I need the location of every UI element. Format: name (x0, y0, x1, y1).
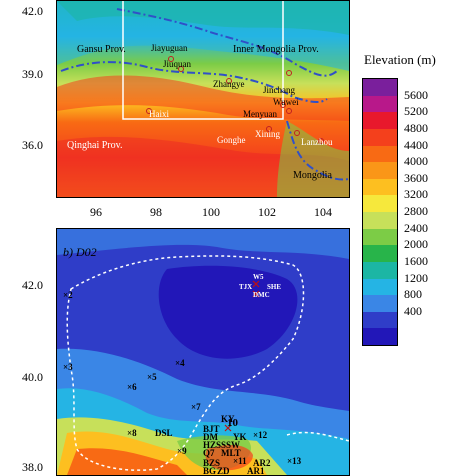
colorbar-tick-label: 1200 (404, 270, 428, 285)
station-bzs: BZS (203, 458, 221, 468)
colorbar-tick-label: 3200 (404, 187, 428, 202)
station-ar2: AR2 (253, 458, 271, 468)
colorbar-segment (363, 311, 397, 329)
elevation-map-a (57, 1, 349, 197)
b-ytick-42: 42.0 (22, 278, 43, 292)
station-w5: W5 (253, 273, 264, 281)
elevation-map-b (57, 229, 349, 475)
colorbar-tick-label: 800 (404, 287, 422, 302)
colorbar-segment (363, 79, 397, 96)
xining-label: Xining (255, 129, 281, 139)
a-xtick-104: 104 (314, 205, 332, 219)
colorbar-tick-label: 4400 (404, 137, 428, 152)
station-3: ×3 (63, 362, 73, 372)
jiayuguan-label: Jiayuguan (151, 43, 188, 53)
lanzhou-label: Lanzhou (301, 137, 333, 147)
station-tjx: TJX (239, 283, 253, 291)
a-ytick-36: 36.0 (22, 138, 43, 152)
a-ytick-39: 39.0 (22, 67, 43, 81)
panel-b-title: b) D02 (63, 245, 97, 259)
a-xtick-100: 100 (202, 205, 220, 219)
station-dmc: DMC (253, 291, 270, 299)
colorbar-segment (363, 95, 397, 113)
colorbar-segment (363, 145, 397, 163)
station-ky: KY (221, 414, 235, 424)
wuwei-label: Wuwei (273, 97, 299, 107)
colorbar-segment (363, 178, 397, 196)
colorbar-tick-label: 2000 (404, 237, 428, 252)
colorbar-tick-label: 4000 (404, 154, 428, 169)
station-dm: DM (203, 432, 218, 442)
station-7: ×7 (191, 402, 201, 412)
colorbar-segment (363, 245, 397, 262)
colorbar-tick-label: 4800 (404, 120, 428, 135)
b-ytick-38: 38.0 (22, 460, 43, 474)
station-10: 10 (227, 417, 238, 429)
station-8: ×8 (127, 428, 137, 438)
colorbar-tick-label: 5600 (404, 87, 428, 102)
colorbar-segment (363, 162, 397, 179)
a-ytick-42: 42.0 (22, 4, 43, 18)
colorbar-tick-label: 1600 (404, 253, 428, 268)
station-4: ×4 (175, 358, 185, 368)
station-bg: BG (203, 466, 217, 476)
colorbar-segment (363, 295, 397, 312)
colorbar-segment (363, 261, 397, 279)
station-dsl: DSL (155, 428, 173, 438)
mongolia-label: Mongolia (293, 170, 332, 181)
station-6: ×6 (127, 382, 137, 392)
station-q7: Q7 (203, 448, 215, 458)
jiuquan-label: Jiuquan (163, 59, 191, 69)
colorbar-tick-label: 3600 (404, 170, 428, 185)
station-ar1: AR1 (247, 466, 265, 476)
menyuan-label: Menyuan (243, 109, 277, 119)
colorbar-segment (363, 195, 397, 212)
station-5: ×5 (147, 372, 157, 382)
elevation-colorbar (362, 78, 398, 346)
a-xtick-102: 102 (258, 205, 276, 219)
station-mlt: MLT (221, 448, 241, 458)
station-zd: ZD (217, 466, 230, 476)
colorbar-title: Elevation (m) (364, 52, 436, 67)
station-she: SHE (267, 283, 282, 291)
colorbar-segment (363, 128, 397, 146)
b-ytick-40: 40.0 (22, 370, 43, 384)
colorbar-tick-label: 2400 (404, 220, 428, 235)
colorbar-tick-label: 5200 (404, 104, 428, 119)
inner-mongolia-label: Inner Mongolia Prov. (233, 44, 319, 55)
map-panel-a: Gansu Prov. Inner Mongolia Prov. Jiayugu… (56, 0, 350, 198)
a-xtick-96: 96 (90, 205, 102, 219)
colorbar-segment (363, 112, 397, 129)
colorbar-tick-label: 2800 (404, 204, 428, 218)
jinchang-label: Jinchang (263, 85, 295, 95)
station-yk: YK (233, 432, 247, 442)
colorbar-segment (363, 328, 397, 345)
station-11: ×11 (233, 456, 247, 466)
map-panel-b: b) D02 ×2 ×3 ×4 ×5 ×6 ×7 ×8 ×9 10 ×11 ×1… (56, 228, 350, 476)
station-hzs: HZS (203, 440, 222, 450)
station-bjt: BJT (203, 424, 220, 434)
colorbar-segment (363, 228, 397, 246)
qinghai-label: Qinghai Prov. (67, 140, 123, 151)
gansu-label: Gansu Prov. (77, 44, 126, 55)
station-9: ×9 (177, 446, 187, 456)
station-ssw: SSW (221, 440, 241, 450)
station-13: ×13 (287, 456, 302, 466)
gonghe-label: Gonghe (217, 135, 246, 145)
haixi-label: Haixi (149, 109, 169, 119)
colorbar-segment (363, 278, 397, 296)
colorbar-segment (363, 212, 397, 229)
zhangye-label: Zhangye (213, 79, 245, 89)
a-xtick-98: 98 (150, 205, 162, 219)
colorbar-tick-label: 400 (404, 303, 422, 318)
station-12: ×12 (253, 430, 268, 440)
station-2: ×2 (63, 290, 73, 300)
